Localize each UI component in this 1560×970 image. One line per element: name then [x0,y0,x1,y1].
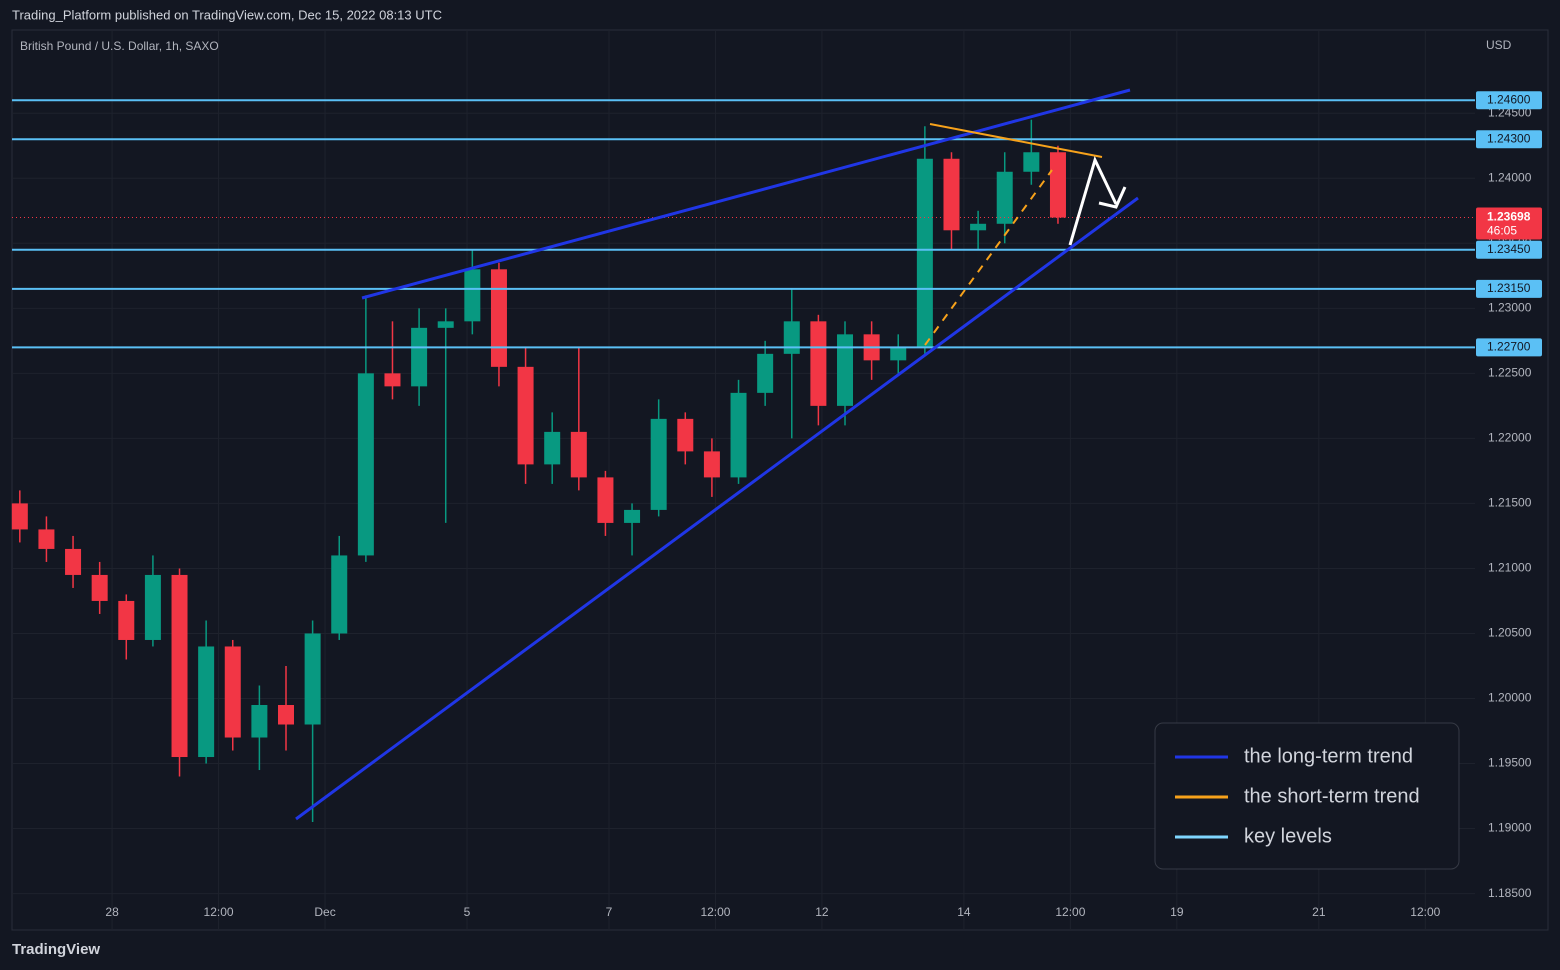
legend: the long-term trend the short-term trend k… [1175,745,1420,847]
candle-body [38,529,55,549]
candle-body [198,646,215,758]
legend-label: the short-term trend [1244,785,1420,807]
x-tick-label: 7 [606,905,613,919]
candle-body [517,366,534,465]
y-tick-label: 1.20000 [1488,691,1532,705]
candle-body [91,574,108,601]
long-term-trend-line [295,196,1139,821]
candle-body [1023,152,1040,172]
candle-body [118,600,135,640]
x-tick-label: 19 [1170,905,1184,919]
candle-body [570,431,587,478]
candle-body [437,321,454,328]
candle-body [331,555,348,634]
x-tick-label: 14 [957,905,971,919]
candle-body [357,373,374,556]
candle-body [11,503,28,530]
y-tick-label: 1.20500 [1488,626,1532,640]
short-term-trend-line [924,169,1053,346]
y-tick-label: 1.19500 [1488,756,1532,770]
candle-body [943,158,960,231]
x-tick-label: 21 [1312,905,1326,919]
candle-body [890,347,907,361]
y-tick-label: 1.21000 [1488,561,1532,575]
y-tick-label: 1.24000 [1488,170,1532,184]
candle-body [837,334,854,406]
legend-label: key levels [1244,825,1332,847]
level-label: 1.23450 [1487,242,1531,256]
legend-box [1154,722,1460,870]
candle-body [996,171,1013,224]
candle-body [597,477,614,523]
grid [12,30,1475,930]
y-tick-label: 1.22500 [1488,366,1532,380]
candle-body [730,392,747,478]
candle-body [384,373,401,387]
candle-body [810,321,827,406]
candle-body [783,321,800,354]
drawings [295,88,1139,821]
y-tick-label: 1.23000 [1488,300,1532,314]
candle-body [278,705,295,725]
level-badge [1476,130,1542,149]
candle-body [757,353,774,393]
y-tick-label: 1.18500 [1488,886,1532,900]
level-label: 1.23150 [1487,281,1531,295]
x-tick-label: 12:00 [1410,905,1440,919]
level-badge [1476,91,1542,110]
candle-body [916,158,933,348]
x-tick-label: 12:00 [700,905,730,919]
candle-body [411,327,428,387]
candle-body [677,418,694,452]
candle-body [1049,152,1066,218]
candle-body [464,269,481,322]
level-badge [1476,240,1542,259]
level-label: 1.24300 [1487,131,1531,145]
x-tick-label: 12:00 [204,905,234,919]
candle-body [490,269,507,367]
y-tick-label: 1.22000 [1488,431,1532,445]
x-tick-label: 28 [105,905,119,919]
level-badge [1476,338,1542,357]
publisher-line: Trading_Platform published on TradingVie… [12,7,442,22]
candle-body [624,509,641,523]
arrow-head [1098,186,1127,209]
last-price-badge [1476,207,1542,240]
level-badge [1476,279,1542,298]
long-term-trend-line [361,88,1131,300]
y-tick-label: 1.21500 [1488,496,1532,510]
brand: TradingView [12,941,100,958]
currency: USD [1486,38,1512,52]
countdown: 46:05 [1487,224,1517,238]
level-label: 1.24600 [1487,92,1531,106]
level-label: 1.22700 [1487,340,1531,354]
candle-body [304,633,321,725]
symbol-title: British Pound / U.S. Dollar, 1h, SAXO [20,39,219,53]
plot [11,99,1475,823]
candle-body [703,451,720,478]
x-tick-label: 5 [464,905,471,919]
candle-body [171,574,188,758]
candle-body [65,548,82,575]
axis: 1.245001.240001.235001.230001.225001.220… [105,91,1542,919]
candle-body [144,574,161,640]
y-tick-label: 1.19000 [1488,821,1532,835]
x-tick-label: Dec [314,905,335,919]
last-price-label: 1.23698 [1487,210,1531,224]
candle-body [224,646,241,738]
candle-body [251,705,268,738]
x-tick-label: 12 [815,905,829,919]
candle-body [544,431,561,465]
candle-body [650,418,667,510]
short-term-trend-line [929,123,1103,158]
projection-arrow [1068,155,1118,246]
legend-label: the long-term trend [1244,745,1413,767]
candle-body [970,223,987,231]
x-tick-label: 12:00 [1055,905,1085,919]
